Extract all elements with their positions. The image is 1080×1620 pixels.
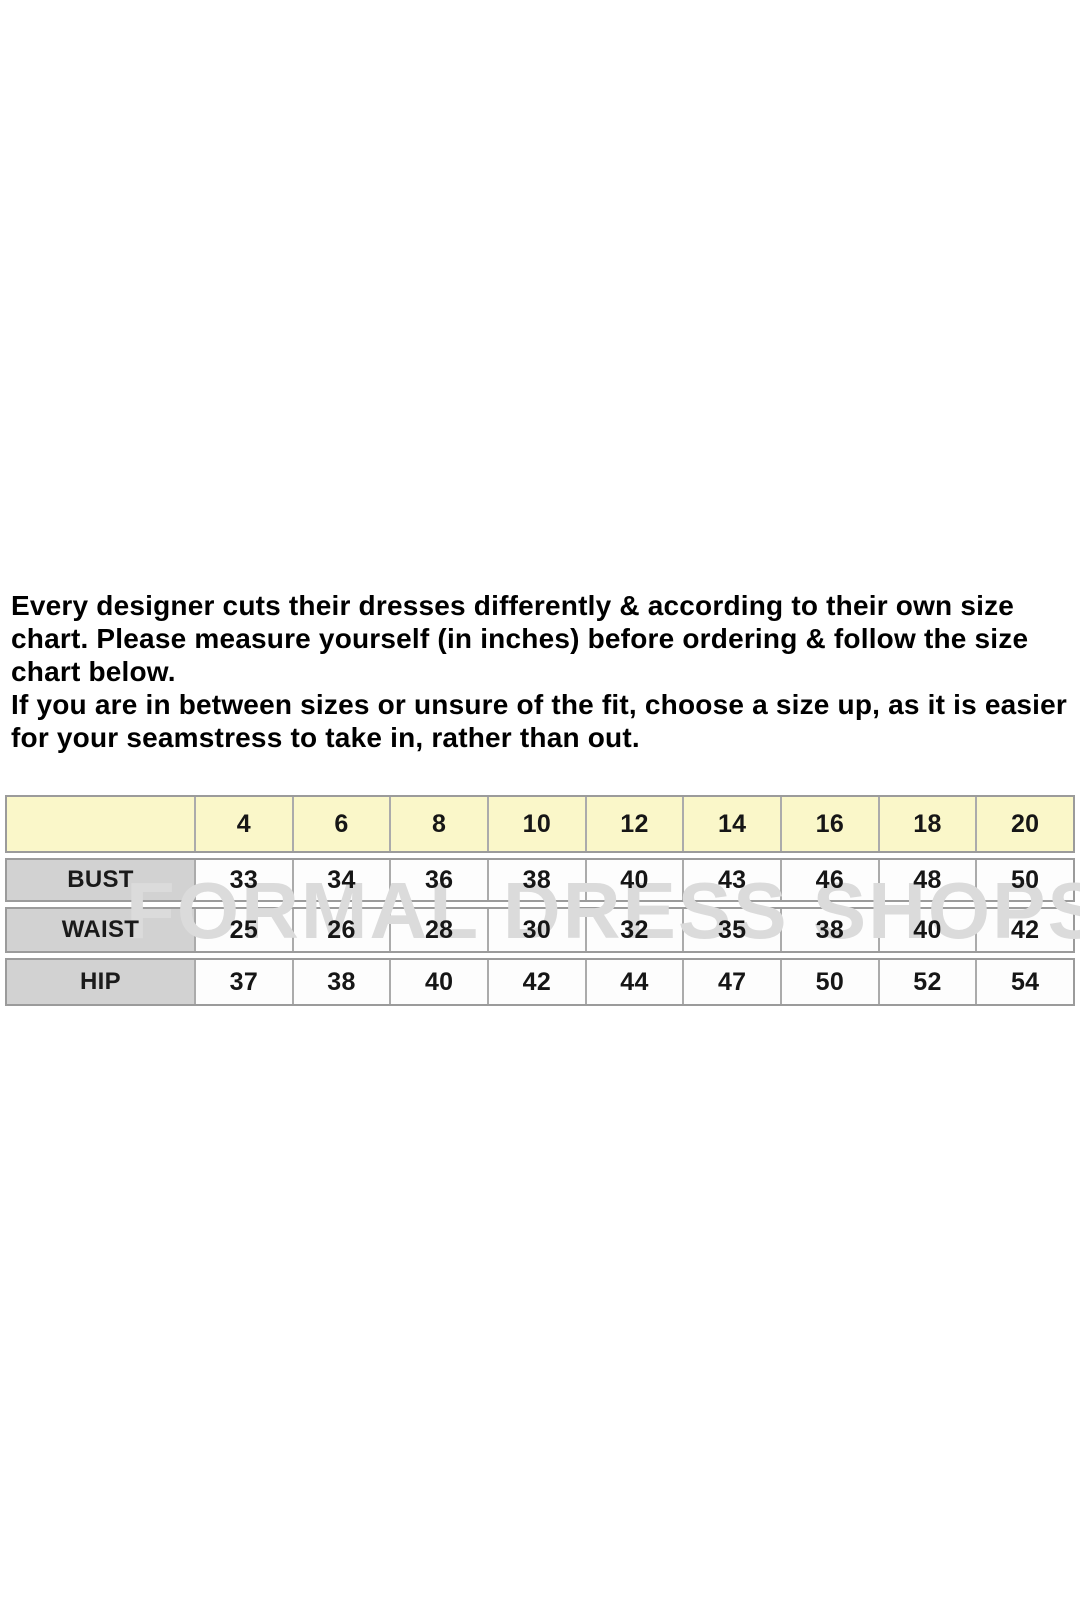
measurement-cell: 48 (877, 860, 976, 900)
measurement-cell: 30 (486, 909, 585, 951)
intro-line: If you are in between sizes or unsure of… (11, 689, 1068, 720)
table-row-waist: WAIST 25 26 28 30 32 35 38 40 42 (5, 907, 1075, 953)
measurement-cell: 34 (291, 860, 390, 900)
measurement-cell: 52 (877, 960, 976, 1004)
measurement-cell: 38 (486, 860, 585, 900)
size-chart-table: 4 6 8 10 12 14 16 18 20 BUST 33 34 36 38… (5, 795, 1075, 1011)
header-size-cell: 12 (584, 797, 683, 851)
measurement-cell: 50 (779, 960, 878, 1004)
measurement-cell: 36 (389, 860, 487, 900)
measurement-cell: 28 (389, 909, 487, 951)
header-size-cell: 16 (779, 797, 878, 851)
measurement-cell: 50 (975, 860, 1073, 900)
intro-line: for your seamstress to take in, rather t… (11, 722, 640, 753)
header-size-cell: 10 (486, 797, 585, 851)
table-row-bust: BUST 33 34 36 38 40 43 46 48 50 (5, 858, 1075, 902)
header-size-cell: 4 (194, 797, 292, 851)
measurement-cell: 40 (584, 860, 683, 900)
measurement-cell: 35 (682, 909, 780, 951)
intro-line: Every designer cuts their dresses differ… (11, 590, 1015, 621)
measurement-cell: 32 (584, 909, 683, 951)
intro-line: chart. Please measure yourself (in inche… (11, 623, 1029, 654)
measurement-cell: 40 (389, 960, 487, 1004)
measurement-cell: 38 (779, 909, 878, 951)
measurement-cell: 44 (584, 960, 683, 1004)
measurement-cell: 33 (194, 860, 292, 900)
header-size-cell: 20 (975, 797, 1073, 851)
measurement-cell: 54 (975, 960, 1073, 1004)
size-header-row: 4 6 8 10 12 14 16 18 20 (5, 795, 1075, 853)
header-size-cell: 14 (682, 797, 780, 851)
measurement-cell: 46 (779, 860, 878, 900)
row-label-cell: HIP (7, 960, 194, 1004)
measurement-cell: 40 (877, 909, 976, 951)
measurement-cell: 25 (194, 909, 292, 951)
measurement-cell: 47 (682, 960, 780, 1004)
measurement-cell: 26 (291, 909, 390, 951)
row-label-cell: WAIST (7, 909, 194, 951)
table-row-hip: HIP 37 38 40 42 44 47 50 52 54 (5, 958, 1075, 1006)
header-size-cell: 18 (877, 797, 976, 851)
measurement-cell: 38 (291, 960, 390, 1004)
header-corner-cell (7, 797, 194, 851)
row-label-cell: BUST (7, 860, 194, 900)
measurement-cell: 37 (194, 960, 292, 1004)
measurement-cell: 42 (486, 960, 585, 1004)
header-size-cell: 6 (291, 797, 390, 851)
header-size-cell: 8 (389, 797, 487, 851)
intro-text: Every designer cuts their dresses differ… (11, 589, 1068, 754)
measurement-cell: 42 (975, 909, 1073, 951)
measurement-cell: 43 (682, 860, 780, 900)
intro-line: chart below. (11, 656, 176, 687)
